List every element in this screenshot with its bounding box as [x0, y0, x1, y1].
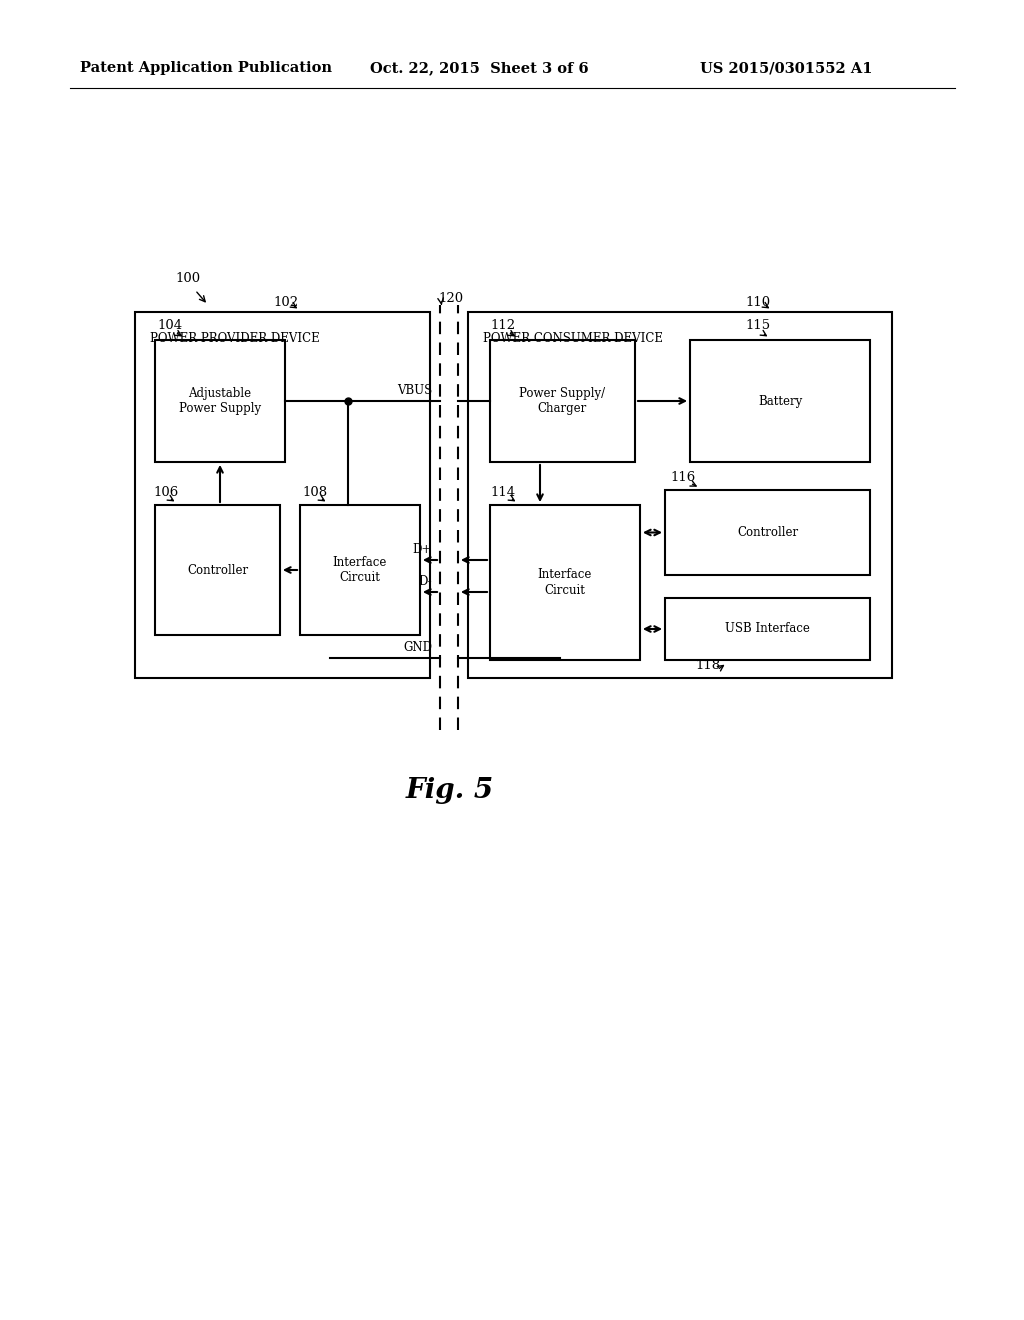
- Text: POWER PROVIDER DEVICE: POWER PROVIDER DEVICE: [150, 333, 319, 345]
- Bar: [155, 506, 280, 635]
- Text: 104: 104: [157, 319, 182, 333]
- Bar: [490, 341, 635, 462]
- Text: 120: 120: [438, 292, 463, 305]
- Text: Adjustable
Power Supply: Adjustable Power Supply: [179, 387, 261, 414]
- Text: USB Interface: USB Interface: [725, 623, 810, 635]
- Text: D+: D+: [413, 543, 432, 556]
- Text: VBUS: VBUS: [396, 384, 432, 397]
- Bar: [665, 598, 870, 660]
- Bar: [135, 312, 430, 678]
- Bar: [690, 341, 870, 462]
- Text: 116: 116: [670, 471, 695, 484]
- Text: GND: GND: [403, 642, 432, 653]
- Text: Controller: Controller: [187, 564, 248, 577]
- Text: Controller: Controller: [737, 525, 798, 539]
- Text: 112: 112: [490, 319, 515, 333]
- Text: Fig. 5: Fig. 5: [406, 776, 494, 804]
- Text: 102: 102: [273, 296, 298, 309]
- Text: POWER CONSUMER DEVICE: POWER CONSUMER DEVICE: [483, 333, 663, 345]
- Text: 114: 114: [490, 486, 515, 499]
- Text: 106: 106: [153, 486, 178, 499]
- Text: 108: 108: [302, 486, 327, 499]
- Text: 115: 115: [745, 319, 770, 333]
- Bar: [490, 506, 640, 660]
- Text: Oct. 22, 2015  Sheet 3 of 6: Oct. 22, 2015 Sheet 3 of 6: [370, 61, 589, 75]
- Bar: [300, 506, 420, 635]
- Text: D-: D-: [419, 576, 432, 587]
- Text: Interface
Circuit: Interface Circuit: [333, 556, 387, 583]
- Text: 118: 118: [695, 659, 720, 672]
- Text: Patent Application Publication: Patent Application Publication: [80, 61, 332, 75]
- Text: US 2015/0301552 A1: US 2015/0301552 A1: [700, 61, 872, 75]
- Text: Battery: Battery: [758, 395, 802, 408]
- Bar: [468, 312, 892, 678]
- Text: 100: 100: [175, 272, 200, 285]
- Text: 110: 110: [745, 296, 770, 309]
- Text: Power Supply/
Charger: Power Supply/ Charger: [519, 387, 605, 414]
- Text: Interface
Circuit: Interface Circuit: [538, 569, 592, 597]
- Bar: [155, 341, 285, 462]
- Bar: [665, 490, 870, 576]
